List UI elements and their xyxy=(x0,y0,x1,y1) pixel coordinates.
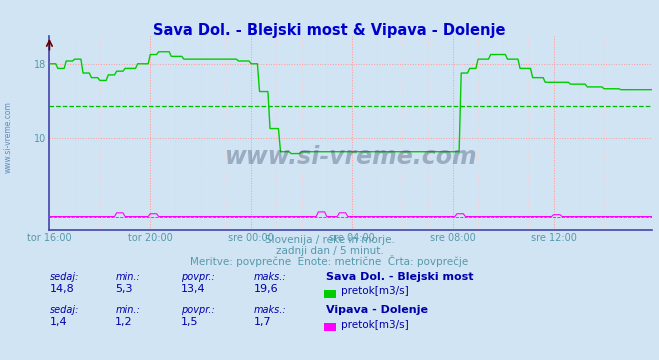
Text: 1,7: 1,7 xyxy=(254,318,272,328)
Text: povpr.:: povpr.: xyxy=(181,272,215,282)
Text: 5,3: 5,3 xyxy=(115,284,133,294)
Text: Vipava - Dolenje: Vipava - Dolenje xyxy=(326,305,428,315)
Text: pretok[m3/s]: pretok[m3/s] xyxy=(341,286,409,296)
Text: sedaj:: sedaj: xyxy=(49,305,79,315)
Text: 1,2: 1,2 xyxy=(115,318,133,328)
Text: maks.:: maks.: xyxy=(254,272,287,282)
Text: Meritve: povprečne  Enote: metrične  Črta: povprečje: Meritve: povprečne Enote: metrične Črta:… xyxy=(190,255,469,267)
Text: zadnji dan / 5 minut.: zadnji dan / 5 minut. xyxy=(275,246,384,256)
Text: www.si-vreme.com: www.si-vreme.com xyxy=(225,144,477,168)
Text: maks.:: maks.: xyxy=(254,305,287,315)
Text: 19,6: 19,6 xyxy=(254,284,278,294)
Text: pretok[m3/s]: pretok[m3/s] xyxy=(341,320,409,330)
Text: sedaj:: sedaj: xyxy=(49,272,79,282)
Text: 1,5: 1,5 xyxy=(181,318,199,328)
Text: 1,4: 1,4 xyxy=(49,318,67,328)
Text: min.:: min.: xyxy=(115,272,140,282)
Text: www.si-vreme.com: www.si-vreme.com xyxy=(3,101,13,173)
Text: povpr.:: povpr.: xyxy=(181,305,215,315)
Text: min.:: min.: xyxy=(115,305,140,315)
Text: 13,4: 13,4 xyxy=(181,284,206,294)
Text: Slovenija / reke in morje.: Slovenija / reke in morje. xyxy=(264,235,395,245)
Text: Sava Dol. - Blejski most & Vipava - Dolenje: Sava Dol. - Blejski most & Vipava - Dole… xyxy=(154,23,505,39)
Text: 14,8: 14,8 xyxy=(49,284,74,294)
Text: Sava Dol. - Blejski most: Sava Dol. - Blejski most xyxy=(326,272,474,282)
